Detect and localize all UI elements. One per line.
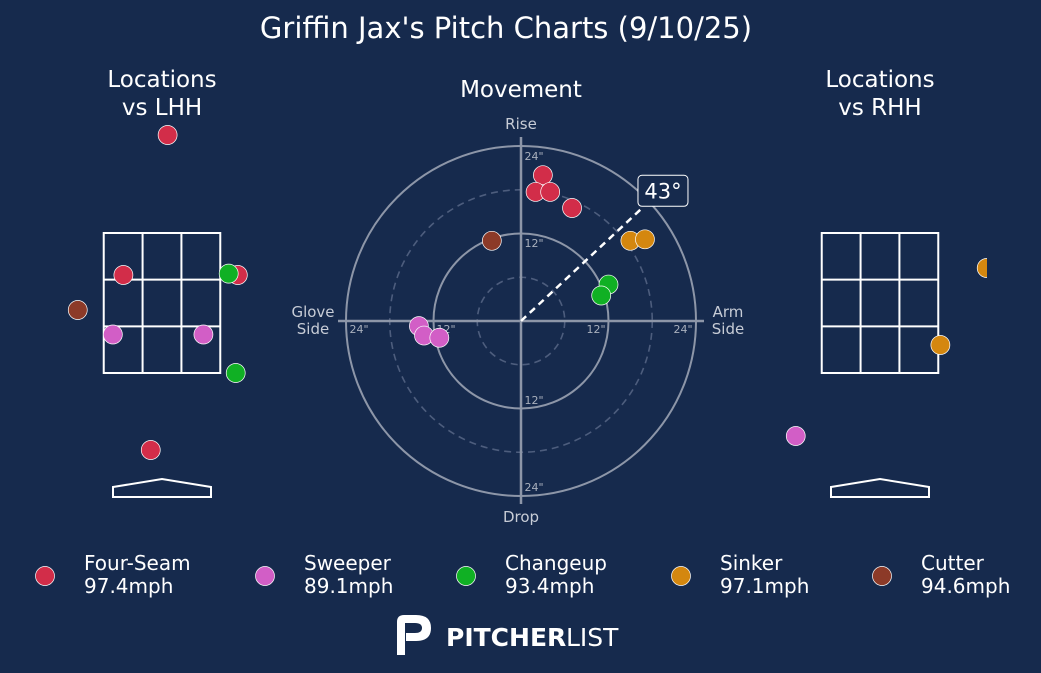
- legend-label-four-seam: Four-Seam: [84, 551, 191, 575]
- lhh-panel-title-line1: Locations: [107, 67, 216, 93]
- ring-label-top-24: 24": [524, 150, 543, 163]
- legend-marker-four-seam: [35, 566, 55, 586]
- legend-marker-sinker: [671, 566, 691, 586]
- lhh-points: [67, 125, 248, 460]
- pitcherlist-p-icon: [397, 615, 431, 655]
- legend-label-sinker: Sinker: [720, 551, 783, 575]
- ring-label-right-12: 12": [586, 323, 605, 336]
- lhh-point-sweeper: [103, 324, 123, 345]
- lhh-zone-outline: [102, 232, 222, 374]
- arm-side-label-line1: Arm: [713, 303, 744, 321]
- legend-label-changeup: Changeup: [505, 551, 607, 575]
- chart-title: Griffin Jax's Pitch Charts (9/10/25): [260, 11, 752, 45]
- lhh-point-changeup: [225, 363, 246, 383]
- logo-text-light: LIST: [566, 623, 619, 652]
- lhh-point-changeup: [218, 263, 239, 284]
- legend-speed-cutter: 94.6mph: [921, 574, 1010, 598]
- movement-panel-title: Movement: [460, 77, 582, 103]
- movement-point-four-seam: [562, 198, 582, 218]
- rhh-strike-zone: [820, 232, 940, 374]
- ring-label-bottom-24: 24": [524, 481, 543, 494]
- arm-side-label-line2: Side: [712, 320, 744, 338]
- locations-vs-rhh-panel: Locations vs RHH: [785, 67, 987, 498]
- movement-point-sweeper: [429, 327, 450, 348]
- rhh-home-plate: [830, 477, 930, 498]
- lhh-point-four-seam: [113, 265, 134, 285]
- drop-label: Drop: [503, 508, 539, 526]
- lhh-point-four-seam: [140, 440, 161, 460]
- locations-vs-lhh-panel: Locations vs LHH: [67, 67, 248, 498]
- legend-speed-changeup: 93.4mph: [505, 574, 594, 598]
- glove-side-label-line1: Glove: [291, 303, 334, 321]
- arm-angle-line: [520, 206, 644, 322]
- glove-side-label-line2: Side: [297, 320, 329, 338]
- lhh-point-four-seam: [157, 125, 178, 145]
- lhh-panel-title-line2: vs LHH: [122, 95, 202, 121]
- rhh-panel-title-line2: vs RHH: [838, 95, 921, 121]
- rhh-points: [785, 258, 987, 446]
- rhh-point-sweeper: [785, 426, 806, 446]
- movement-point-four-seam: [540, 182, 561, 202]
- rhh-zone-outline: [820, 232, 940, 374]
- pitcherlist-logo: PITCHER LIST: [397, 615, 619, 655]
- movement-points: [409, 165, 655, 348]
- lhh-point-sweeper: [193, 324, 214, 345]
- legend-speed-sinker: 97.1mph: [720, 574, 809, 598]
- arm-angle-box: [637, 174, 689, 207]
- ring-label-right-24: 24": [673, 323, 692, 336]
- rise-label: Rise: [505, 115, 537, 133]
- lhh-strike-zone: [102, 232, 222, 374]
- movement-point-changeup: [591, 285, 612, 306]
- movement-point-sinker: [635, 229, 655, 250]
- movement-point-cutter: [481, 230, 502, 251]
- rhh-point-sinker: [976, 258, 987, 278]
- legend-speed-four-seam: 97.4mph: [84, 574, 173, 598]
- legend-marker-changeup: [456, 566, 476, 586]
- ring-label-bottom-12: 12": [524, 394, 543, 407]
- movement-panel: Movement Rise Drop Glove Side Arm Side 2…: [291, 77, 744, 526]
- movement-point-four-seam: [533, 165, 553, 186]
- legend-marker-cutter: [872, 566, 892, 586]
- rhh-panel-title-line1: Locations: [825, 67, 934, 93]
- rhh-point-sinker: [930, 335, 951, 355]
- ring-label-left-24: 24": [349, 323, 368, 336]
- legend-label-sweeper: Sweeper: [304, 551, 392, 575]
- lhh-point-cutter: [67, 300, 88, 320]
- lhh-home-plate: [112, 477, 212, 498]
- arm-angle-label: 43°: [644, 179, 681, 203]
- logo-text-bold: PITCHER: [446, 623, 566, 652]
- legend-speed-sweeper: 89.1mph: [304, 574, 393, 598]
- ring-label-top-12: 12": [524, 237, 543, 250]
- legend-marker-sweeper: [255, 566, 275, 586]
- legend-label-cutter: Cutter: [921, 551, 985, 575]
